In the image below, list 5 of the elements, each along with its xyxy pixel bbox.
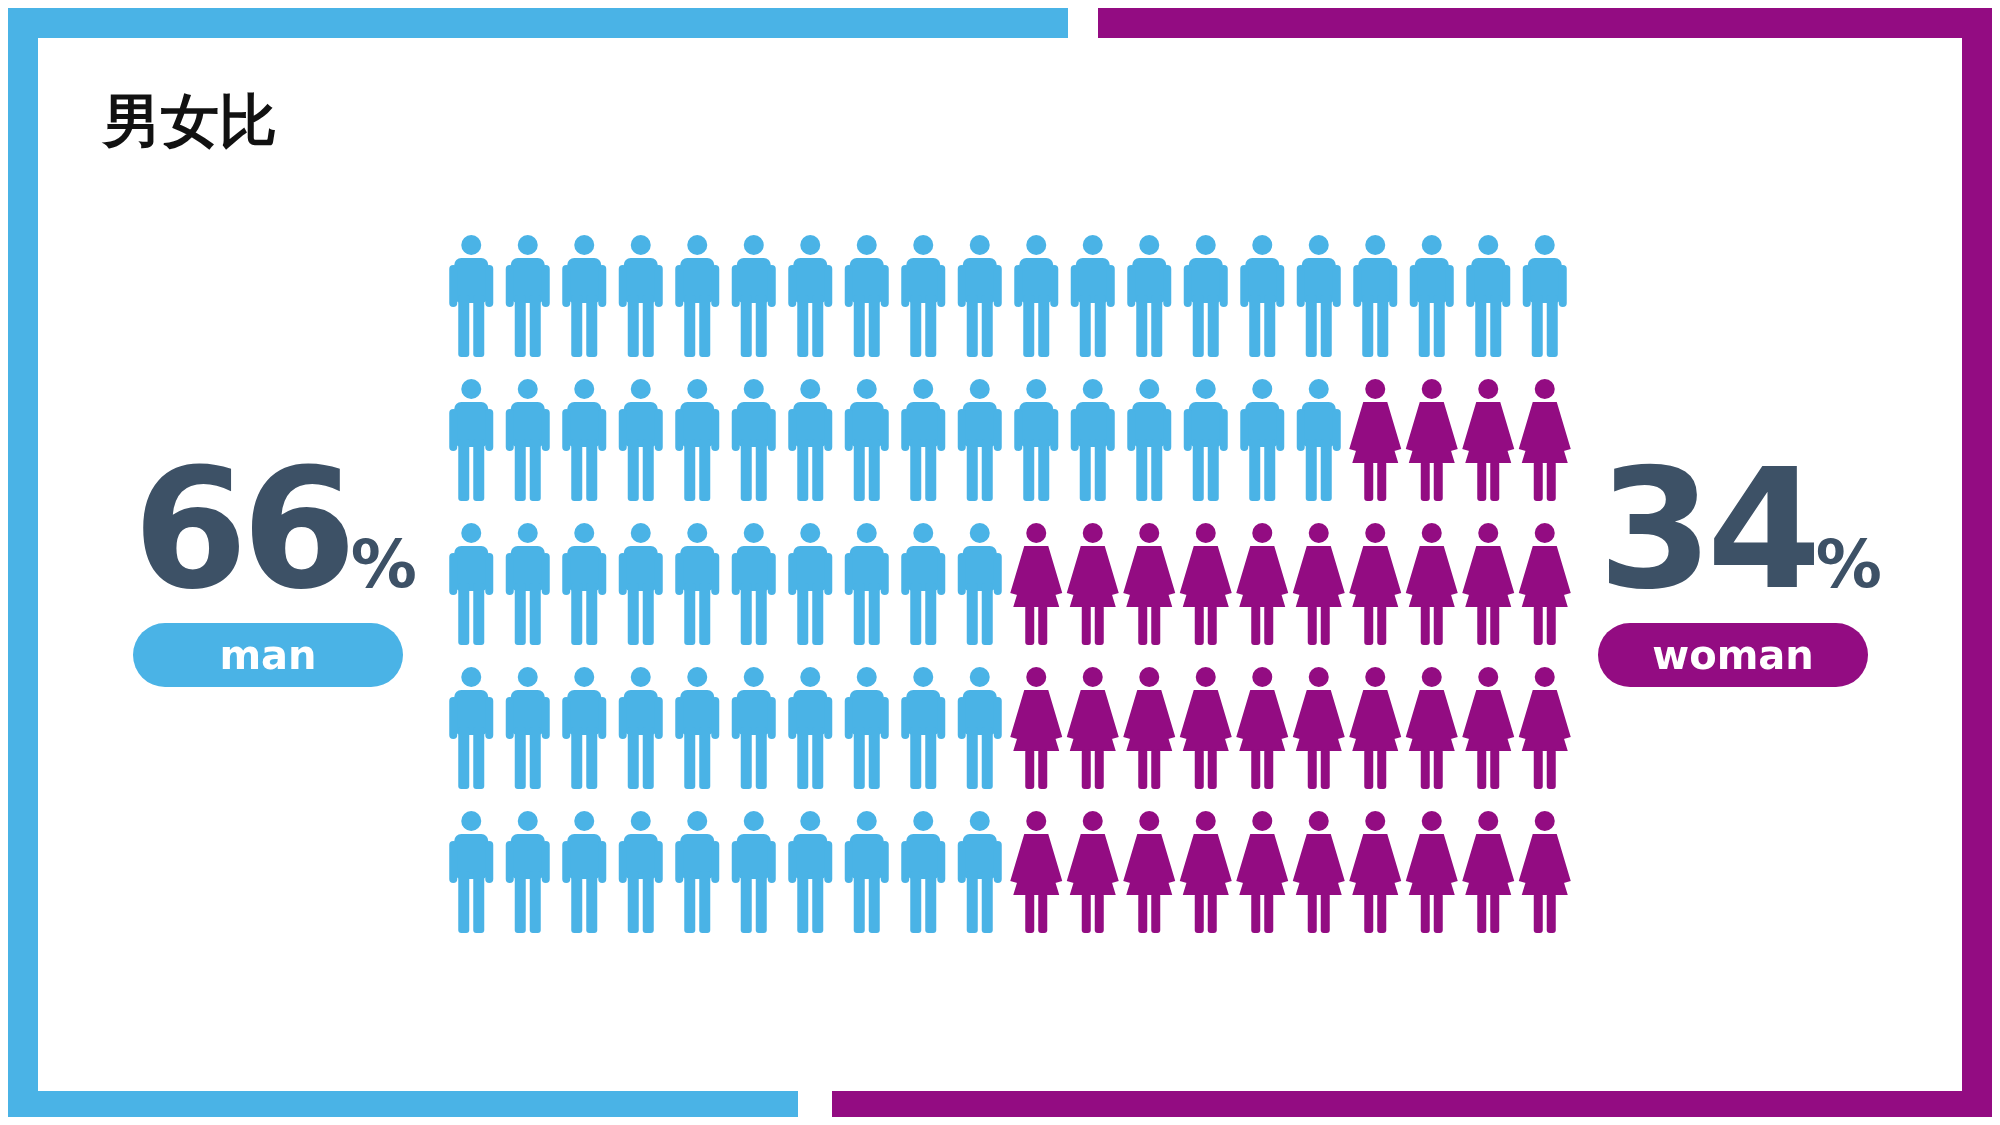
- category-label: man: [219, 632, 317, 678]
- text: 男女比: [103, 86, 277, 157]
- data-label: 66%: [133, 434, 417, 626]
- data-label: 34%: [1598, 434, 1882, 626]
- category-label: woman: [1652, 632, 1814, 678]
